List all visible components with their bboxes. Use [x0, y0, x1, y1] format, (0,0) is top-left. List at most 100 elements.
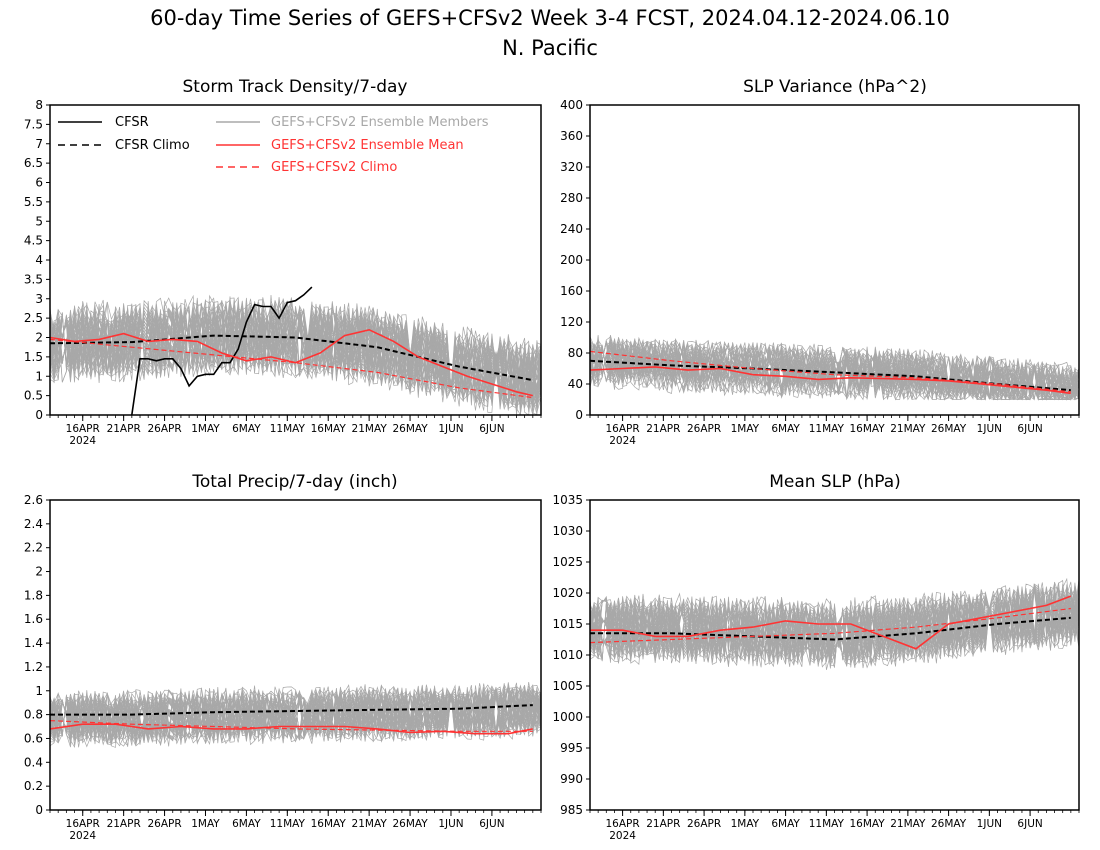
y-tick-label: 240: [560, 222, 583, 236]
y-tick-label: 8: [35, 98, 43, 112]
y-tick-label: 2.4: [24, 517, 43, 531]
x-tick-label: 26APR: [147, 818, 181, 830]
ensemble-member-line: [50, 688, 541, 744]
plot-area: 0 0.2 0.4 0.6 0.8 1 1.2 1.4 1.6 1.8 2 2.2 2.4 2.6 16AP…: [24, 493, 542, 842]
x-tick-label: 1JUN: [438, 818, 463, 830]
y-tick-label: 320: [560, 160, 583, 174]
x-year-label: 2024: [609, 435, 636, 447]
ensemble-mean-line: [50, 723, 533, 735]
y-tick-label: 2: [35, 331, 43, 345]
cfsr-climo-line: [50, 704, 533, 716]
x-tick-label: 11MAY: [809, 423, 845, 435]
figure-subtitle: N. Pacific: [502, 36, 598, 60]
y-tick-label: 1.6: [24, 612, 43, 626]
x-tick-label: 21APR: [107, 818, 141, 830]
ensemble-member-line: [590, 339, 1079, 400]
y-tick-label: 990: [560, 772, 583, 786]
y-tick-label: 1.2: [24, 660, 43, 674]
x-tick-label: 6MAY: [771, 818, 800, 830]
y-tick-label: 1.8: [24, 588, 43, 602]
x-year-label: 2024: [69, 830, 96, 842]
x-tick-label: 6JUN: [1017, 818, 1042, 830]
x-tick-label: 11MAY: [809, 818, 845, 830]
y-tick-label: 0: [35, 408, 43, 422]
panel-storm-track: Storm Track Density/7-day 0 0.5 1 1.5 2 2.5 3 3…: [24, 77, 542, 447]
x-tick-label: 6JUN: [479, 818, 504, 830]
panel-title: Total Precip/7-day (inch): [191, 472, 397, 492]
y-tick-label: 0.8: [24, 708, 43, 722]
x-year-label: 2024: [69, 435, 96, 447]
y-tick-label: 3: [35, 292, 43, 306]
x-tick-label: 1JUN: [977, 818, 1002, 830]
x-tick-label: 26MAY: [392, 423, 428, 435]
y-tick-label: 40: [568, 377, 583, 391]
y-tick-label: 160: [560, 284, 583, 298]
x-tick-label: 16APR: [66, 423, 100, 435]
figure-title: 60-day Time Series of GEFS+CFSv2 Week 3-…: [150, 6, 950, 30]
legend-label-gefs-climo: GEFS+CFSv2 Climo: [271, 160, 397, 175]
ensemble-member-line: [50, 308, 541, 406]
y-tick-label: 280: [560, 191, 583, 205]
ensemble-member-line: [50, 297, 541, 406]
ensemble-member-line: [50, 683, 541, 738]
x-tick-label: 1MAY: [731, 818, 760, 830]
panel-slp-variance: SLP Variance (hPa^2) 0 40 80 120 160 200 240 28…: [560, 77, 1080, 447]
x-tick-label: 6MAY: [232, 818, 261, 830]
x-tick-label: 26APR: [687, 818, 721, 830]
series-layer: [590, 577, 1079, 670]
y-tick-label: 0.2: [24, 779, 43, 793]
gefs-climo-line: [50, 338, 533, 399]
y-tick-label: 6.5: [24, 156, 43, 170]
x-tick-label: 21MAY: [890, 818, 926, 830]
x-tick-label: 6MAY: [232, 423, 261, 435]
x-tick-label: 16MAY: [311, 423, 347, 435]
y-tick-label: 5.5: [24, 195, 43, 209]
y-tick-label: 985: [560, 803, 583, 817]
x-tick-label: 16APR: [66, 818, 100, 830]
x-tick-label: 16APR: [606, 818, 640, 830]
x-tick-label: 21APR: [646, 423, 680, 435]
y-tick-label: 2: [35, 565, 43, 579]
y-tick-label: 2.2: [24, 541, 43, 555]
x-tick-label: 21APR: [646, 818, 680, 830]
x-tick-label: 16MAY: [311, 818, 347, 830]
ensemble-member-line: [50, 300, 541, 411]
ensemble-member-line: [590, 353, 1079, 401]
y-tick-label: 200: [560, 253, 583, 267]
x-tick-label: 6MAY: [771, 423, 800, 435]
y-tick-label: 5: [35, 214, 43, 228]
y-tick-label: 120: [560, 315, 583, 329]
ensemble-member-line: [50, 682, 541, 740]
legend-label-members: GEFS+CFSv2 Ensemble Members: [271, 115, 489, 130]
gefs-climo-line: [50, 720, 533, 732]
ensemble-member-line: [590, 585, 1079, 654]
y-tick-label: 80: [568, 346, 583, 360]
ensemble-member-line: [50, 297, 541, 404]
x-tick-label: 21MAY: [890, 423, 926, 435]
ensemble-member-line: [590, 338, 1079, 399]
y-tick-label: 995: [560, 741, 583, 755]
y-tick-label: 1010: [552, 648, 583, 662]
ensemble-member-line: [50, 294, 541, 402]
y-tick-label: 1000: [552, 710, 583, 724]
y-tick-label: 1: [35, 369, 43, 383]
x-tick-label: 16APR: [606, 423, 640, 435]
ensemble-member-line: [50, 682, 541, 738]
ensemble-mean-line: [590, 366, 1071, 395]
plot-frame: [49, 499, 542, 811]
y-tick-label: 1030: [552, 524, 583, 538]
cfsr-climo-line: [590, 616, 1071, 641]
x-tick-label: 11MAY: [270, 818, 306, 830]
y-tick-label: 1.5: [24, 350, 43, 364]
ensemble-member-line: [50, 300, 541, 405]
series-layer: [50, 682, 541, 749]
plot-area: 0 0.5 1 1.5 2 2.5 3 3.5 4 4.5 5 5.5 6 6.5 7 7.5 8 16APR 21…: [24, 98, 542, 447]
ensemble-member-line: [50, 686, 541, 742]
y-tick-label: 1035: [552, 493, 583, 507]
ensemble-member-line: [50, 683, 541, 738]
series-layer: [590, 334, 1079, 401]
y-tick-label: 1020: [552, 586, 583, 600]
y-tick-label: 6: [35, 176, 43, 190]
x-tick-label: 1MAY: [731, 423, 760, 435]
